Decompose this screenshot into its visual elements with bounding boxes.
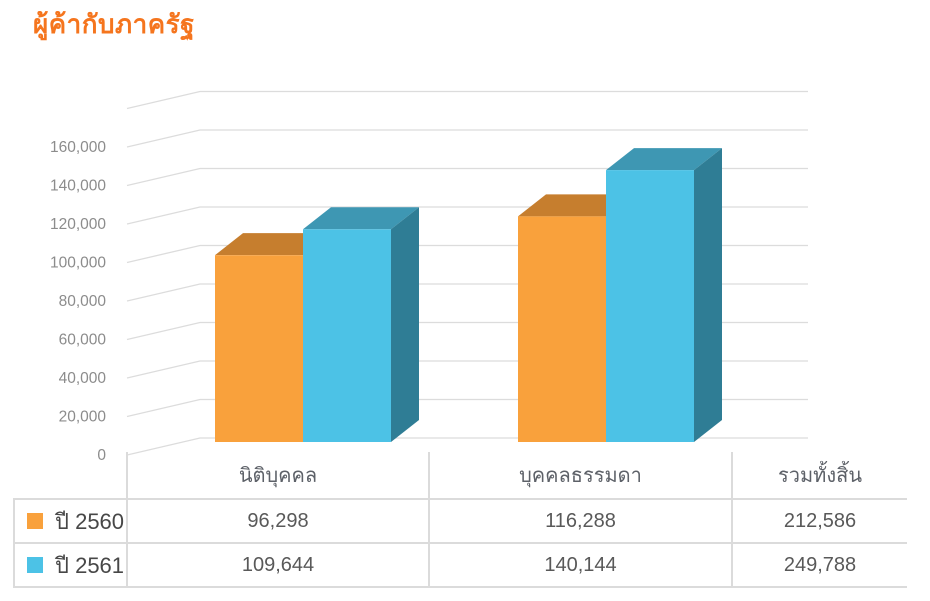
- bar-2560-cat1[interactable]: [518, 216, 606, 442]
- y-tick-label: 0: [97, 447, 106, 464]
- legend-swatch-2560: [27, 513, 43, 529]
- value-2560-juristic: 96,298: [128, 500, 430, 544]
- value-2561-natural: 140,144: [430, 544, 733, 588]
- bar-2561-cat1[interactable]: [606, 170, 694, 442]
- gridline: [126, 129, 808, 148]
- column-header-natural: บุคคลธรรมดา: [430, 452, 733, 500]
- bar-top-2561-cat1: [606, 148, 722, 171]
- y-tick-label: 140,000: [50, 178, 106, 195]
- gridline: [126, 90, 808, 110]
- y-tick-label: 80,000: [59, 293, 107, 310]
- data-table: นิติบุคคล บุคคลธรรมดา รวมทั้งสิ้น ปี 256…: [13, 452, 907, 588]
- y-tick-label: 60,000: [59, 332, 107, 349]
- legend-label-2561: ปี 2561: [55, 552, 125, 578]
- bar-side-2561-cat0: [391, 207, 419, 442]
- y-tick-label: 120,000: [50, 216, 106, 233]
- column-header-juristic: นิติบุคคล: [128, 452, 430, 500]
- bar-2561-cat0[interactable]: [303, 229, 391, 442]
- legend-swatch-2561: [27, 557, 43, 573]
- legend-row-2561[interactable]: ปี 2561: [13, 544, 128, 588]
- y-tick-label: 20,000: [59, 409, 107, 426]
- page-title: ผู้ค้ากับภาครัฐ: [33, 9, 195, 39]
- bar-side-2561-cat1: [694, 148, 722, 442]
- legend-label-2560: ปี 2560: [55, 508, 125, 534]
- y-tick-label: 160,000: [50, 139, 106, 156]
- bar-top-2561-cat0: [303, 207, 419, 230]
- legend-header-spacer: [13, 452, 128, 500]
- bar-top-2560-cat1: [518, 194, 634, 217]
- legend-row-2560[interactable]: ปี 2560: [13, 500, 128, 544]
- value-2561-juristic: 109,644: [128, 544, 430, 588]
- column-header-total: รวมทั้งสิ้น: [733, 452, 907, 500]
- value-2561-total: 249,788: [733, 544, 907, 588]
- bar-2560-cat0[interactable]: [215, 255, 303, 442]
- gridline: [126, 167, 808, 187]
- y-tick-label: 100,000: [50, 255, 106, 272]
- value-2560-natural: 116,288: [430, 500, 733, 544]
- y-tick-label: 40,000: [59, 370, 107, 387]
- bar-top-2560-cat0: [215, 233, 331, 256]
- value-2560-total: 212,586: [733, 500, 907, 544]
